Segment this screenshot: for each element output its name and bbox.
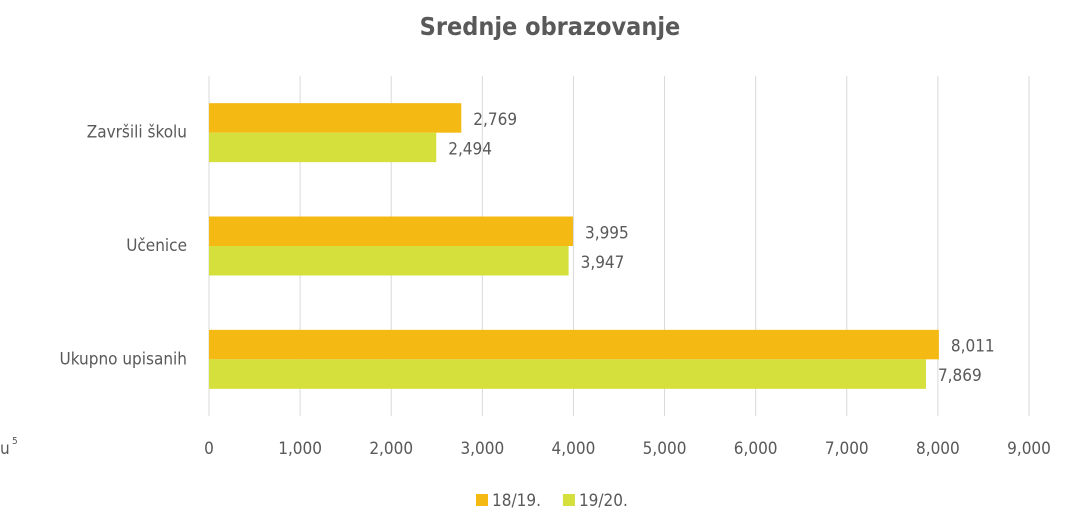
value-label: 8,011: [951, 337, 995, 357]
x-tick-label: 1,000: [278, 439, 322, 459]
x-tick-label: 8,000: [916, 439, 960, 459]
x-tick-label: 5,000: [643, 439, 687, 459]
x-tick-label: 6,000: [734, 439, 778, 459]
annotation-superscript: 5: [12, 436, 18, 447]
value-label: 7,869: [938, 366, 982, 386]
bar: [209, 359, 926, 389]
bar: [209, 329, 939, 360]
value-label: 2,769: [473, 110, 517, 130]
value-label: 3,947: [581, 253, 625, 273]
bar: [209, 132, 437, 163]
y-tick-label: Završili školu: [87, 123, 187, 143]
x-tick-label: 2,000: [369, 439, 413, 459]
legend-swatch: [562, 494, 575, 506]
annotation: u: [0, 439, 10, 459]
x-tick-label: 4,000: [552, 439, 596, 459]
x-tick-label: 3,000: [460, 439, 504, 459]
x-tick-label: 0: [204, 439, 214, 459]
y-tick-label: Učenice: [126, 236, 187, 256]
x-tick-label: 9,000: [1007, 439, 1051, 459]
bar: [209, 246, 569, 276]
legend-label: 18/19.: [492, 491, 541, 511]
y-tick-label: Ukupno upisanih: [60, 349, 187, 369]
value-label: 3,995: [585, 223, 629, 243]
value-label: 2,494: [448, 139, 492, 159]
chart-title: Srednje obrazovanje: [420, 12, 681, 41]
x-tick-label: 7,000: [825, 439, 869, 459]
legend-swatch: [476, 494, 488, 506]
bar: [209, 103, 462, 133]
bar: [209, 216, 573, 246]
legend-label: 19/20.: [579, 491, 628, 511]
